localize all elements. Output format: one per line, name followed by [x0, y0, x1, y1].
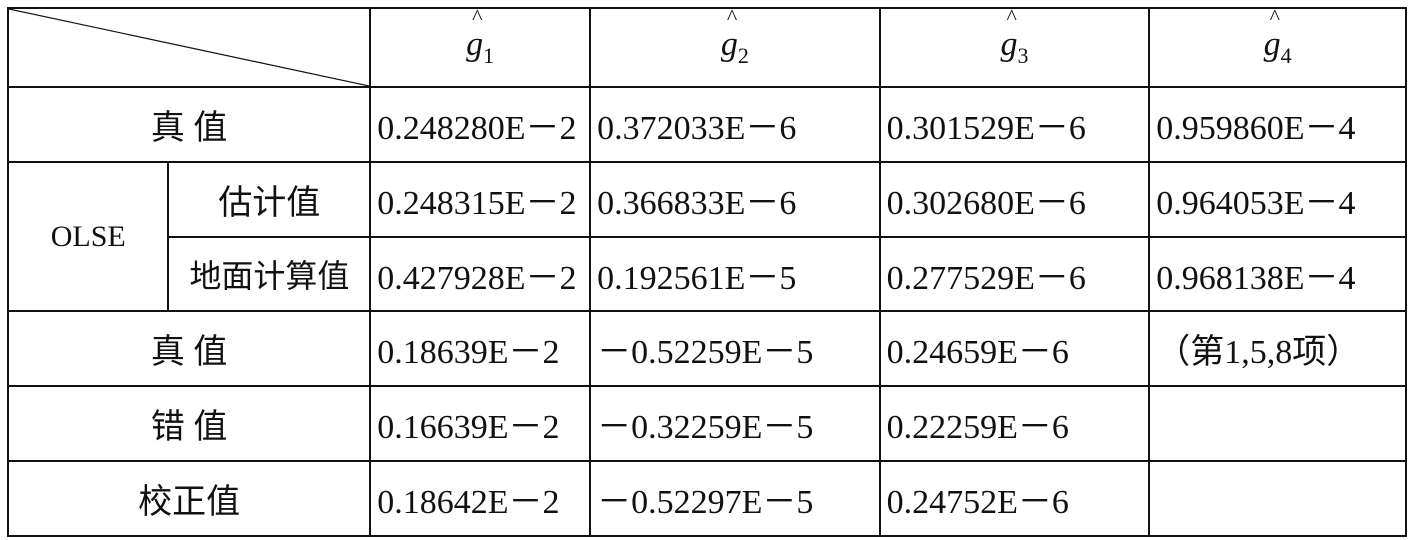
- table-row: 校正值 0.18642E－2 －0.52297E－5 0.24752E－6: [6, 460, 1407, 537]
- table-row: 地面计算值 0.427928E－2 0.192561E－5 0.277529E－…: [8, 235, 1407, 313]
- cell: 0.964053E－4: [1148, 160, 1407, 238]
- diagonal-corner-cell: [6, 7, 372, 88]
- cell: 0.24752E－6: [878, 460, 1151, 537]
- table-row: 真 值 0.248280E－2 0.372033E－6 0.301529E－6 …: [6, 86, 1407, 163]
- cell: 0.301529E－6: [878, 86, 1151, 163]
- cell: 0.248315E－2: [369, 160, 592, 238]
- row-label: 错 值: [6, 385, 372, 463]
- table-row: 错 值 0.16639E－2 －0.32259E－5 0.22259E－6: [6, 385, 1407, 463]
- column-header-g3: g3: [878, 4, 1151, 88]
- cell: 0.192561E－5: [589, 235, 881, 313]
- row-label: 真 值: [6, 86, 372, 163]
- cell: 0.18639E－2: [369, 310, 592, 388]
- cell: 0.366833E－6: [589, 160, 881, 238]
- cell: 0.24659E－6: [878, 310, 1151, 388]
- cell: 0.959860E－4: [1148, 86, 1407, 163]
- cell: [1148, 460, 1407, 537]
- diagonal-line: [9, 9, 369, 86]
- cell: [1148, 385, 1407, 463]
- header-row: g1 g2 g3 g4: [6, 4, 1407, 88]
- row-label: 校正值: [6, 460, 372, 537]
- cell: 0.16639E－2: [369, 385, 592, 463]
- cell: 0.372033E－6: [589, 86, 881, 163]
- table-row: OLSE 估计值 0.248315E－2 0.366833E－6 0.30268…: [6, 160, 1407, 313]
- cell: －0.32259E－5: [589, 385, 881, 463]
- row-label: 真 值: [6, 310, 372, 388]
- column-header-g4: g4: [1148, 4, 1407, 88]
- cell: 0.302680E－6: [878, 160, 1151, 238]
- cell: 0.22259E－6: [878, 385, 1151, 463]
- row-label: 地面计算值: [167, 235, 372, 313]
- group-label-olse: OLSE: [6, 160, 170, 313]
- cell: －0.52297E－5: [589, 460, 881, 537]
- results-table: g1 g2 g3 g4 真 值 0.248280E－2 0.372033E－6 …: [6, 4, 1407, 537]
- cell: 0.427928E－2: [369, 235, 592, 313]
- cell: 0.18642E－2: [369, 460, 592, 537]
- table-row: 真 值 0.18639E－2 －0.52259E－5 0.24659E－6 （第…: [6, 310, 1407, 388]
- column-header-g1: g1: [369, 4, 592, 88]
- cell: －0.52259E－5: [589, 310, 881, 388]
- cell: （第1,5,8项）: [1148, 310, 1407, 388]
- column-header-g2: g2: [589, 4, 881, 88]
- row-label: 估计值: [167, 160, 372, 238]
- cell: 0.248280E－2: [369, 86, 592, 163]
- cell: 0.968138E－4: [1148, 235, 1407, 313]
- cell: 0.277529E－6: [878, 235, 1151, 313]
